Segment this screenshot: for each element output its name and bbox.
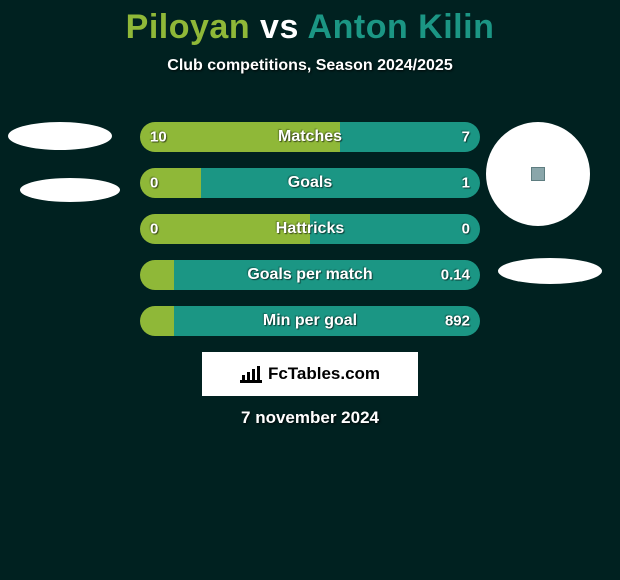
stat-bar-right [340,122,480,152]
stats-container: 10 7 Matches 0 1 Goals 0 0 Hattricks 0.14 Goals pe… [140,122,480,352]
stat-label: Hattricks [276,220,344,238]
stat-bar-right [201,168,480,198]
stat-label: Goals [288,174,332,192]
title-sep: vs [250,8,307,46]
stat-bar-left [140,260,174,290]
stat-value-left: 10 [150,129,167,146]
brand-text: FcTables.com [268,364,380,384]
stat-value-left: 0 [150,221,158,238]
player-right-name: Anton Kilin [308,8,495,46]
stat-value-left: 0 [150,175,158,192]
player-left-name: Piloyan [126,8,250,46]
player-left-avatar-top-ellipse [8,122,112,150]
player-left-avatar-bottom-ellipse [20,178,120,202]
stat-label: Min per goal [263,312,357,330]
brand-box: FcTables.com [202,352,418,396]
stat-row: 10 7 Matches [140,122,480,152]
stat-value-right: 0 [462,221,470,238]
stat-row: 892 Min per goal [140,306,480,336]
player-right-avatar-circle [486,122,590,226]
stat-value-right: 7 [462,129,470,146]
subtitle: Club competitions, Season 2024/2025 [0,57,620,75]
stat-value-right: 0.14 [441,267,470,284]
stat-label: Goals per match [247,266,372,284]
stat-value-right: 1 [462,175,470,192]
placeholder-image-icon [531,167,545,181]
comparison-title: Piloyan vs Anton Kilin [0,0,620,47]
stat-label: Matches [278,128,342,146]
stat-row: 0 1 Goals [140,168,480,198]
stat-value-right: 892 [445,313,470,330]
brand-barchart-icon [240,365,262,383]
stat-row: 0.14 Goals per match [140,260,480,290]
stat-bar-left [140,306,174,336]
stat-row: 0 0 Hattricks [140,214,480,244]
player-right-avatar-shadow-ellipse [498,258,602,284]
date-text: 7 november 2024 [0,408,620,428]
